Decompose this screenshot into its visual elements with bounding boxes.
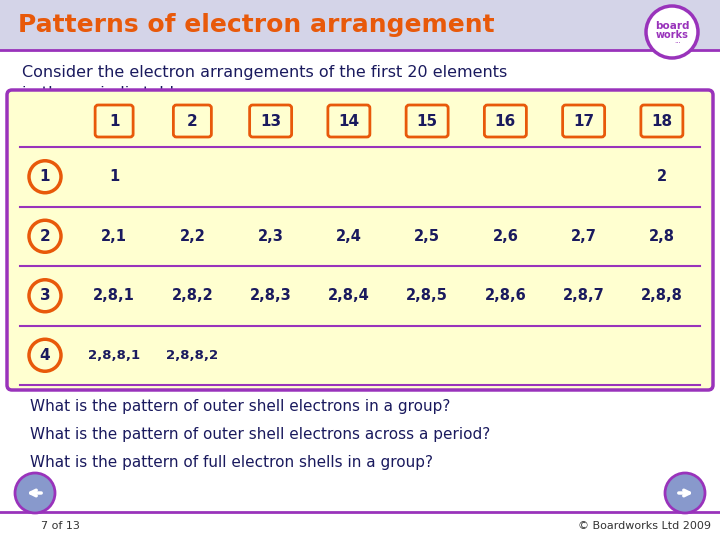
Text: 14: 14 <box>338 113 359 129</box>
Text: What is the pattern of outer shell electrons across a period?: What is the pattern of outer shell elect… <box>30 428 490 442</box>
Circle shape <box>646 6 698 58</box>
Text: 2,8,4: 2,8,4 <box>328 288 370 303</box>
Text: 2,5: 2,5 <box>414 229 440 244</box>
Text: ...: ... <box>675 38 681 44</box>
FancyBboxPatch shape <box>0 0 720 50</box>
Text: 7 of 13: 7 of 13 <box>40 521 79 531</box>
Text: 4: 4 <box>40 348 50 363</box>
Text: 15: 15 <box>417 113 438 129</box>
Text: Patterns of electron arrangement: Patterns of electron arrangement <box>18 13 495 37</box>
Text: 2,3: 2,3 <box>258 229 284 244</box>
Text: 1: 1 <box>109 169 120 184</box>
Circle shape <box>15 473 55 513</box>
Circle shape <box>665 473 705 513</box>
Text: 2,2: 2,2 <box>179 229 205 244</box>
Text: 2,8,8: 2,8,8 <box>641 288 683 303</box>
FancyBboxPatch shape <box>250 105 292 137</box>
Text: 2: 2 <box>187 113 198 129</box>
Text: 2: 2 <box>40 229 50 244</box>
Text: 1: 1 <box>109 113 120 129</box>
Text: © Boardworks Ltd 2009: © Boardworks Ltd 2009 <box>578 521 711 531</box>
Text: 16: 16 <box>495 113 516 129</box>
Text: 2,8,2: 2,8,2 <box>171 288 213 303</box>
Text: 2,6: 2,6 <box>492 229 518 244</box>
Text: What is the pattern of outer shell electrons in a group?: What is the pattern of outer shell elect… <box>30 400 451 415</box>
Text: 13: 13 <box>260 113 282 129</box>
FancyBboxPatch shape <box>406 105 448 137</box>
FancyBboxPatch shape <box>7 90 713 390</box>
Text: 2: 2 <box>657 169 667 184</box>
Text: 2,8,1: 2,8,1 <box>93 288 135 303</box>
Text: 2,4: 2,4 <box>336 229 362 244</box>
Text: What is the pattern of full electron shells in a group?: What is the pattern of full electron she… <box>30 455 433 469</box>
FancyBboxPatch shape <box>641 105 683 137</box>
Circle shape <box>29 220 61 252</box>
Text: 2,8,6: 2,8,6 <box>485 288 526 303</box>
Text: 2,8,7: 2,8,7 <box>563 288 605 303</box>
Text: 1: 1 <box>40 169 50 184</box>
Text: 2,1: 2,1 <box>101 229 127 244</box>
Text: board: board <box>654 21 689 31</box>
Text: 3: 3 <box>40 288 50 303</box>
Text: 17: 17 <box>573 113 594 129</box>
Text: 2,8,5: 2,8,5 <box>406 288 448 303</box>
FancyBboxPatch shape <box>328 105 370 137</box>
FancyBboxPatch shape <box>174 105 212 137</box>
Text: works: works <box>656 30 688 40</box>
Circle shape <box>29 280 61 312</box>
FancyBboxPatch shape <box>0 50 720 540</box>
Circle shape <box>29 161 61 193</box>
Text: 2,8: 2,8 <box>649 229 675 244</box>
FancyBboxPatch shape <box>562 105 605 137</box>
Text: 2,7: 2,7 <box>571 229 597 244</box>
FancyBboxPatch shape <box>95 105 133 137</box>
Text: 2,8,8,2: 2,8,8,2 <box>166 349 218 362</box>
Circle shape <box>29 339 61 372</box>
Text: 2,8,3: 2,8,3 <box>250 288 292 303</box>
Text: 2,8,8,1: 2,8,8,1 <box>88 349 140 362</box>
Text: 18: 18 <box>652 113 672 129</box>
FancyBboxPatch shape <box>485 105 526 137</box>
Text: Consider the electron arrangements of the first 20 elements
in the periodic tabl: Consider the electron arrangements of th… <box>22 65 508 101</box>
